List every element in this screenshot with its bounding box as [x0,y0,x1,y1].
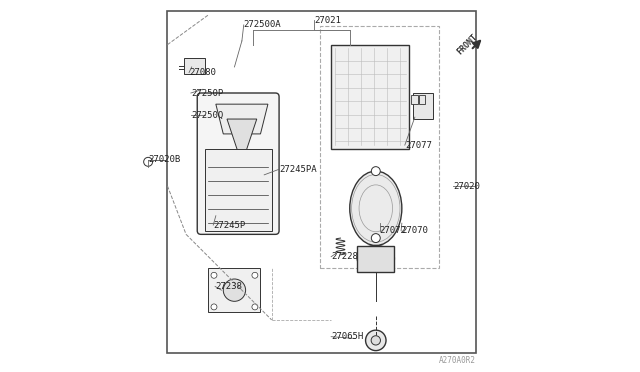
Bar [209,268,260,312]
Bar [331,45,410,149]
Text: 272500A: 272500A [244,20,282,29]
Circle shape [252,272,258,278]
Bar [168,11,476,353]
Circle shape [211,272,217,278]
Text: A270A0R2: A270A0R2 [439,356,476,365]
Bar [205,149,271,231]
Ellipse shape [365,330,386,350]
Text: 27080: 27080 [189,68,216,77]
Text: 27245PA: 27245PA [279,165,317,174]
Bar [184,58,205,74]
Bar [411,95,418,104]
Circle shape [371,234,380,243]
Text: 27072: 27072 [380,226,406,235]
Polygon shape [227,119,257,164]
Ellipse shape [371,336,380,345]
Circle shape [211,304,217,310]
Text: FRONT: FRONT [455,32,479,56]
Bar [357,246,394,272]
Ellipse shape [357,246,394,272]
Text: 27065H: 27065H [331,332,364,341]
Ellipse shape [349,171,402,246]
FancyBboxPatch shape [197,93,279,234]
Polygon shape [216,104,268,134]
Text: 27228: 27228 [331,252,358,261]
Text: 27020: 27020 [453,182,480,190]
Circle shape [252,304,258,310]
Bar [413,93,433,119]
Text: 27250Q: 27250Q [191,111,223,120]
Circle shape [371,167,380,176]
Text: 27020B: 27020B [148,155,180,164]
Text: 27070: 27070 [401,226,428,235]
Bar [419,95,425,104]
Ellipse shape [223,279,246,301]
Text: 27077: 27077 [405,141,432,150]
Bar [320,26,439,268]
Text: 27238: 27238 [215,282,242,291]
Text: 27245P: 27245P [213,221,246,230]
Text: 27021: 27021 [314,16,341,25]
Circle shape [143,157,152,166]
Text: 27250P: 27250P [191,89,223,97]
